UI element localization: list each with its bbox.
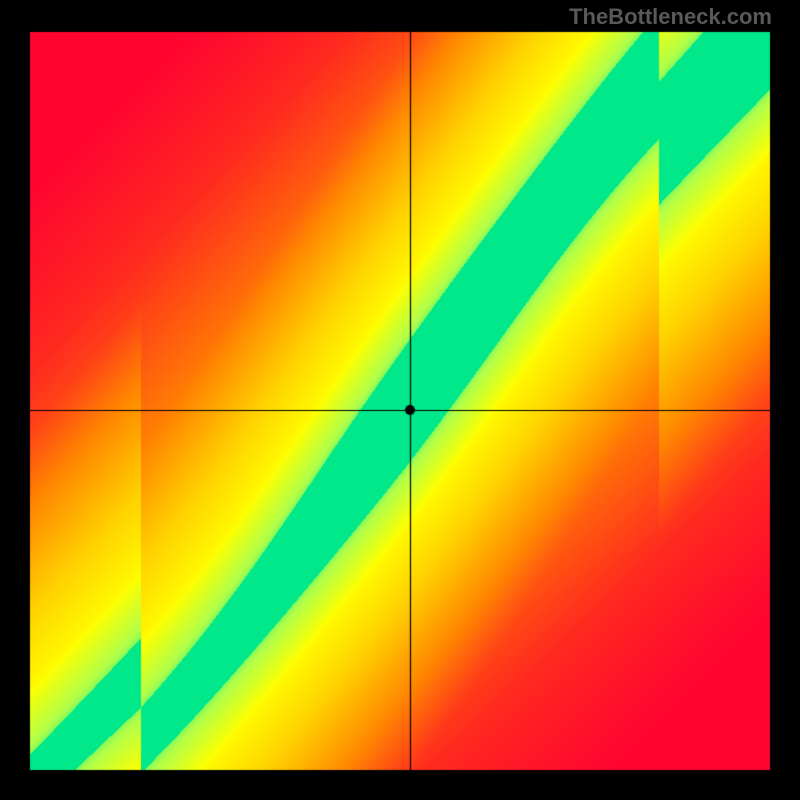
bottleneck-heatmap [0,0,800,800]
watermark: TheBottleneck.com [569,4,772,30]
chart-container: TheBottleneck.com [0,0,800,800]
